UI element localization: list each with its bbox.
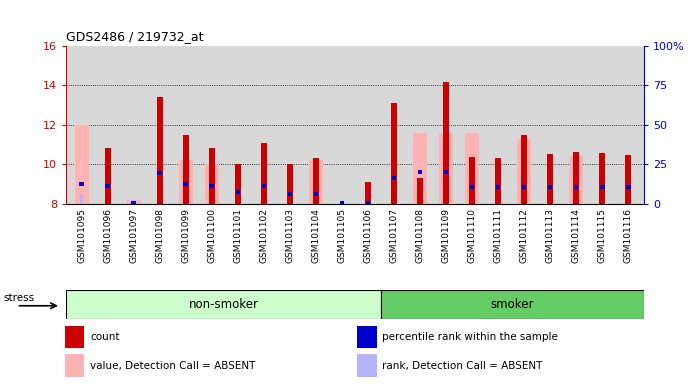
Bar (287, 192, 292, 196)
Bar (261, 142, 267, 204)
Bar (340, 201, 345, 206)
Bar (179, 160, 193, 204)
Bar (496, 158, 501, 204)
Bar (599, 153, 605, 204)
Text: GSM101109: GSM101109 (441, 208, 450, 263)
Text: GSM101114: GSM101114 (571, 208, 580, 263)
Bar (600, 185, 605, 189)
Text: GSM101108: GSM101108 (416, 208, 425, 263)
Text: GSM101116: GSM101116 (624, 208, 633, 263)
Bar (417, 178, 423, 204)
Bar (209, 184, 214, 188)
Bar (262, 184, 267, 188)
Bar (183, 135, 189, 204)
Bar (309, 160, 323, 204)
Text: GSM101112: GSM101112 (520, 208, 528, 263)
Bar (470, 185, 475, 189)
Text: GSM101096: GSM101096 (103, 208, 112, 263)
Text: percentile rank within the sample: percentile rank within the sample (383, 332, 558, 342)
Bar (517, 139, 531, 204)
Text: stress: stress (3, 293, 34, 303)
Text: count: count (90, 332, 120, 342)
Bar (157, 171, 162, 175)
Bar (313, 158, 319, 204)
Bar (365, 201, 370, 206)
Text: GSM101103: GSM101103 (285, 208, 294, 263)
Text: GSM101111: GSM101111 (493, 208, 503, 263)
Bar (105, 149, 111, 204)
Bar (522, 185, 526, 189)
Bar (74, 125, 89, 204)
Bar (287, 164, 293, 204)
Bar (209, 149, 214, 204)
Bar (443, 81, 449, 204)
Bar (205, 164, 219, 204)
Bar (127, 200, 141, 204)
Text: GSM101102: GSM101102 (260, 208, 269, 263)
Bar (625, 155, 631, 204)
Text: GSM101110: GSM101110 (468, 208, 477, 263)
Text: GSM101106: GSM101106 (363, 208, 372, 263)
Text: GSM101107: GSM101107 (390, 208, 399, 263)
Text: GSM101098: GSM101098 (155, 208, 164, 263)
Bar (574, 152, 579, 204)
Bar (413, 133, 427, 204)
Bar (65, 354, 84, 377)
Bar (80, 194, 84, 204)
Text: GSM101113: GSM101113 (546, 208, 555, 263)
Text: GSM101097: GSM101097 (129, 208, 139, 263)
Bar (521, 135, 527, 204)
Bar (157, 97, 163, 204)
Bar (418, 170, 422, 174)
Text: GSM101100: GSM101100 (207, 208, 216, 263)
Text: GSM101101: GSM101101 (233, 208, 242, 263)
Bar (365, 182, 371, 204)
Bar (132, 201, 136, 206)
Bar (357, 326, 377, 348)
Text: GSM101095: GSM101095 (77, 208, 86, 263)
Bar (184, 182, 188, 186)
Bar (443, 170, 448, 174)
Bar (392, 176, 396, 180)
Text: non-smoker: non-smoker (189, 298, 259, 311)
Text: rank, Detection Call = ABSENT: rank, Detection Call = ABSENT (383, 361, 543, 371)
Text: GSM101105: GSM101105 (338, 208, 347, 263)
Text: GDS2486 / 219732_at: GDS2486 / 219732_at (66, 30, 204, 43)
Bar (496, 185, 500, 189)
Bar (469, 157, 475, 204)
Bar (381, 290, 644, 319)
Bar (357, 354, 377, 377)
Text: smoker: smoker (491, 298, 535, 311)
Text: value, Detection Call = ABSENT: value, Detection Call = ABSENT (90, 361, 255, 371)
Bar (626, 185, 631, 189)
Bar (314, 192, 318, 196)
Bar (548, 185, 553, 189)
Text: GSM101104: GSM101104 (311, 208, 320, 263)
Bar (66, 290, 381, 319)
Bar (547, 154, 553, 204)
Bar (465, 133, 480, 204)
Bar (65, 326, 84, 348)
Text: GSM101115: GSM101115 (598, 208, 607, 263)
Bar (105, 184, 110, 188)
Bar (235, 164, 241, 204)
Bar (569, 156, 583, 204)
Bar (235, 190, 240, 194)
Bar (79, 182, 84, 186)
Bar (391, 103, 397, 204)
Bar (132, 200, 135, 204)
Bar (574, 185, 578, 189)
Bar (439, 133, 453, 204)
Text: GSM101099: GSM101099 (182, 208, 190, 263)
